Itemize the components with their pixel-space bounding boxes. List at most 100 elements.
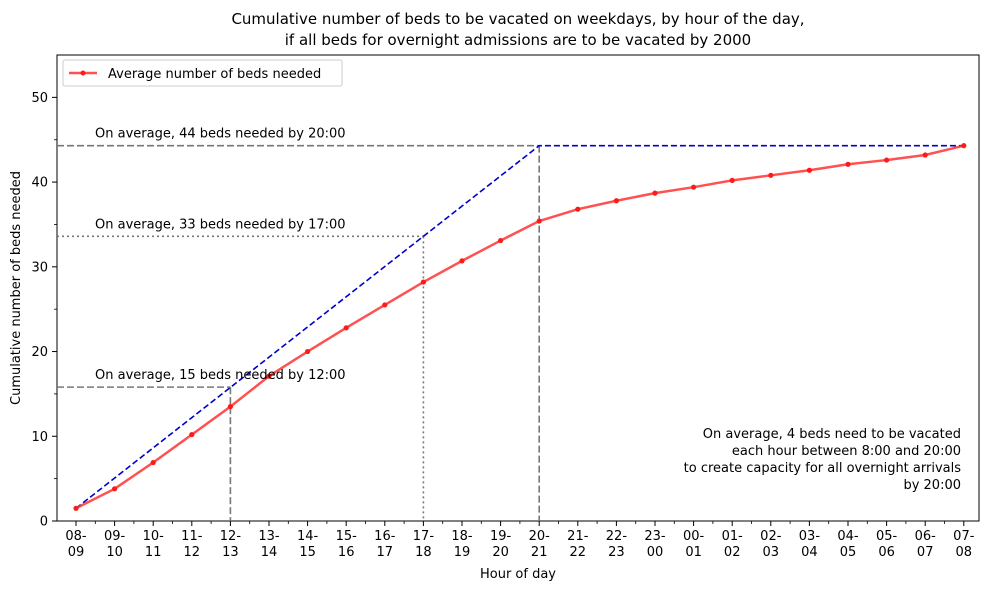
data-point [768,172,774,178]
series-average-beds [73,143,967,511]
x-tick-label-top: 21- [567,529,589,544]
x-tick-label-top: 14- [297,529,319,544]
x-axis: 08-0909-1010-1111-1212-1313-1414-1515-16… [65,521,975,560]
data-point [73,505,79,511]
data-point [961,143,967,149]
data-point [305,348,311,355]
legend-box [62,59,343,87]
x-tick-label-bottom: 00 [647,545,664,560]
data-point [459,258,465,264]
annotation-line: to create capacity for all overnight arr… [684,461,962,476]
x-tick-label-bottom: 10 [106,545,123,560]
x-tick-label-bottom: 03 [763,545,780,560]
x-tick-label-bottom: 12 [184,545,201,560]
chart-title-line2: if all beds for overnight admissions are… [285,31,751,49]
x-tick-label-bottom: 22 [570,545,587,560]
data-point [227,404,233,410]
x-tick-label-bottom: 20 [492,545,509,560]
x-tick-label-top: 19- [490,529,512,544]
data-point [266,373,272,379]
x-tick-label-top: 01- [722,529,744,544]
reference-label: On average, 15 beds needed by 12:00 [95,368,346,383]
x-axis-label: Hour of day [480,567,556,582]
x-tick-label-top: 18- [451,529,473,544]
x-tick-label-top: 22- [606,529,628,544]
x-tick-label-top: 02- [760,529,782,544]
y-axis-label: Cumulative number of beds needed [9,171,24,405]
x-tick-label-bottom: 06 [878,545,895,560]
data-point [420,279,426,285]
data-point [652,190,658,196]
annotation-text: On average, 4 beds need to be vacated eac… [684,427,962,493]
data-point [922,152,928,158]
data-point [382,302,388,308]
y-tick-label: 30 [31,260,48,275]
x-tick-label-top: 06- [915,529,937,544]
data-point [691,184,697,190]
x-tick-label-bottom: 02 [724,545,741,560]
x-tick-label-top: 23- [644,529,666,544]
x-tick-label-bottom: 18 [415,545,432,560]
annotation-line: each hour between 8:00 and 20:00 [732,444,961,459]
x-tick-label-bottom: 05 [840,545,857,560]
y-tick-label: 0 [40,515,48,530]
annotation-line: by 20:00 [903,478,961,493]
x-tick-label-top: 12- [220,529,242,544]
x-tick-label-top: 10- [143,529,165,544]
reference-labels: On average, 15 beds needed by 12:00 On av… [95,127,346,383]
x-tick-label-top: 05- [876,529,898,544]
data-point [343,325,349,331]
x-tick-label-bottom: 15 [299,545,316,560]
y-tick-label: 40 [31,176,48,191]
y-tick-label: 20 [31,345,48,360]
x-tick-label-top: 11- [181,529,203,544]
x-tick-label-bottom: 07 [917,545,934,560]
data-point [112,486,118,492]
x-tick-label-bottom: 01 [685,545,702,560]
capacity-line [75,144,964,509]
x-tick-label-top: 07- [953,529,975,544]
x-tick-label-top: 17- [413,529,435,544]
chart-title-line1: Cumulative number of beds to be vacated … [231,10,804,28]
x-tick-label-top: 08- [65,529,87,544]
plot-area [56,54,980,522]
data-point [536,218,542,224]
series-line [75,144,965,510]
y-tick-label: 10 [31,430,48,445]
x-tick-label-bottom: 08 [956,545,973,560]
x-tick-label-bottom: 04 [801,545,818,560]
x-tick-label-bottom: 13 [222,545,239,560]
data-point [845,161,851,167]
data-point [150,459,156,466]
x-tick-label-top: 00- [683,529,705,544]
data-point [613,198,620,204]
legend: Average number of beds needed [62,59,343,87]
x-tick-label-bottom: 17 [377,545,394,560]
x-tick-label-top: 16- [374,529,396,544]
data-point [806,167,813,173]
x-tick-label-bottom: 16 [338,545,355,560]
legend-label: Average number of beds needed [108,67,321,82]
x-tick-label-top: 04- [837,529,859,544]
x-tick-label-top: 09- [104,529,126,544]
x-tick-label-top: 13- [258,529,280,544]
x-tick-label-bottom: 23 [608,545,625,560]
y-tick-label: 50 [31,91,48,106]
x-tick-label-bottom: 21 [531,545,548,560]
x-tick-label-top: 20- [529,529,551,544]
reference-label: On average, 33 beds needed by 17:00 [95,217,346,232]
reference-lines [57,144,541,521]
x-tick-label-bottom: 14 [261,545,278,560]
x-tick-label-bottom: 09 [68,545,85,560]
x-tick-label-bottom: 19 [454,545,471,560]
reference-label: On average, 44 beds needed by 20:00 [95,127,346,142]
data-point [729,177,735,183]
legend-marker [80,70,86,76]
y-axis: 0 10 20 30 40 50 [31,91,57,530]
x-tick-label-top: 15- [336,529,358,544]
data-point [575,206,581,212]
annotation-line: On average, 4 beds need to be vacated [703,427,961,442]
data-point [498,237,504,244]
capacity-polyline [75,144,964,509]
